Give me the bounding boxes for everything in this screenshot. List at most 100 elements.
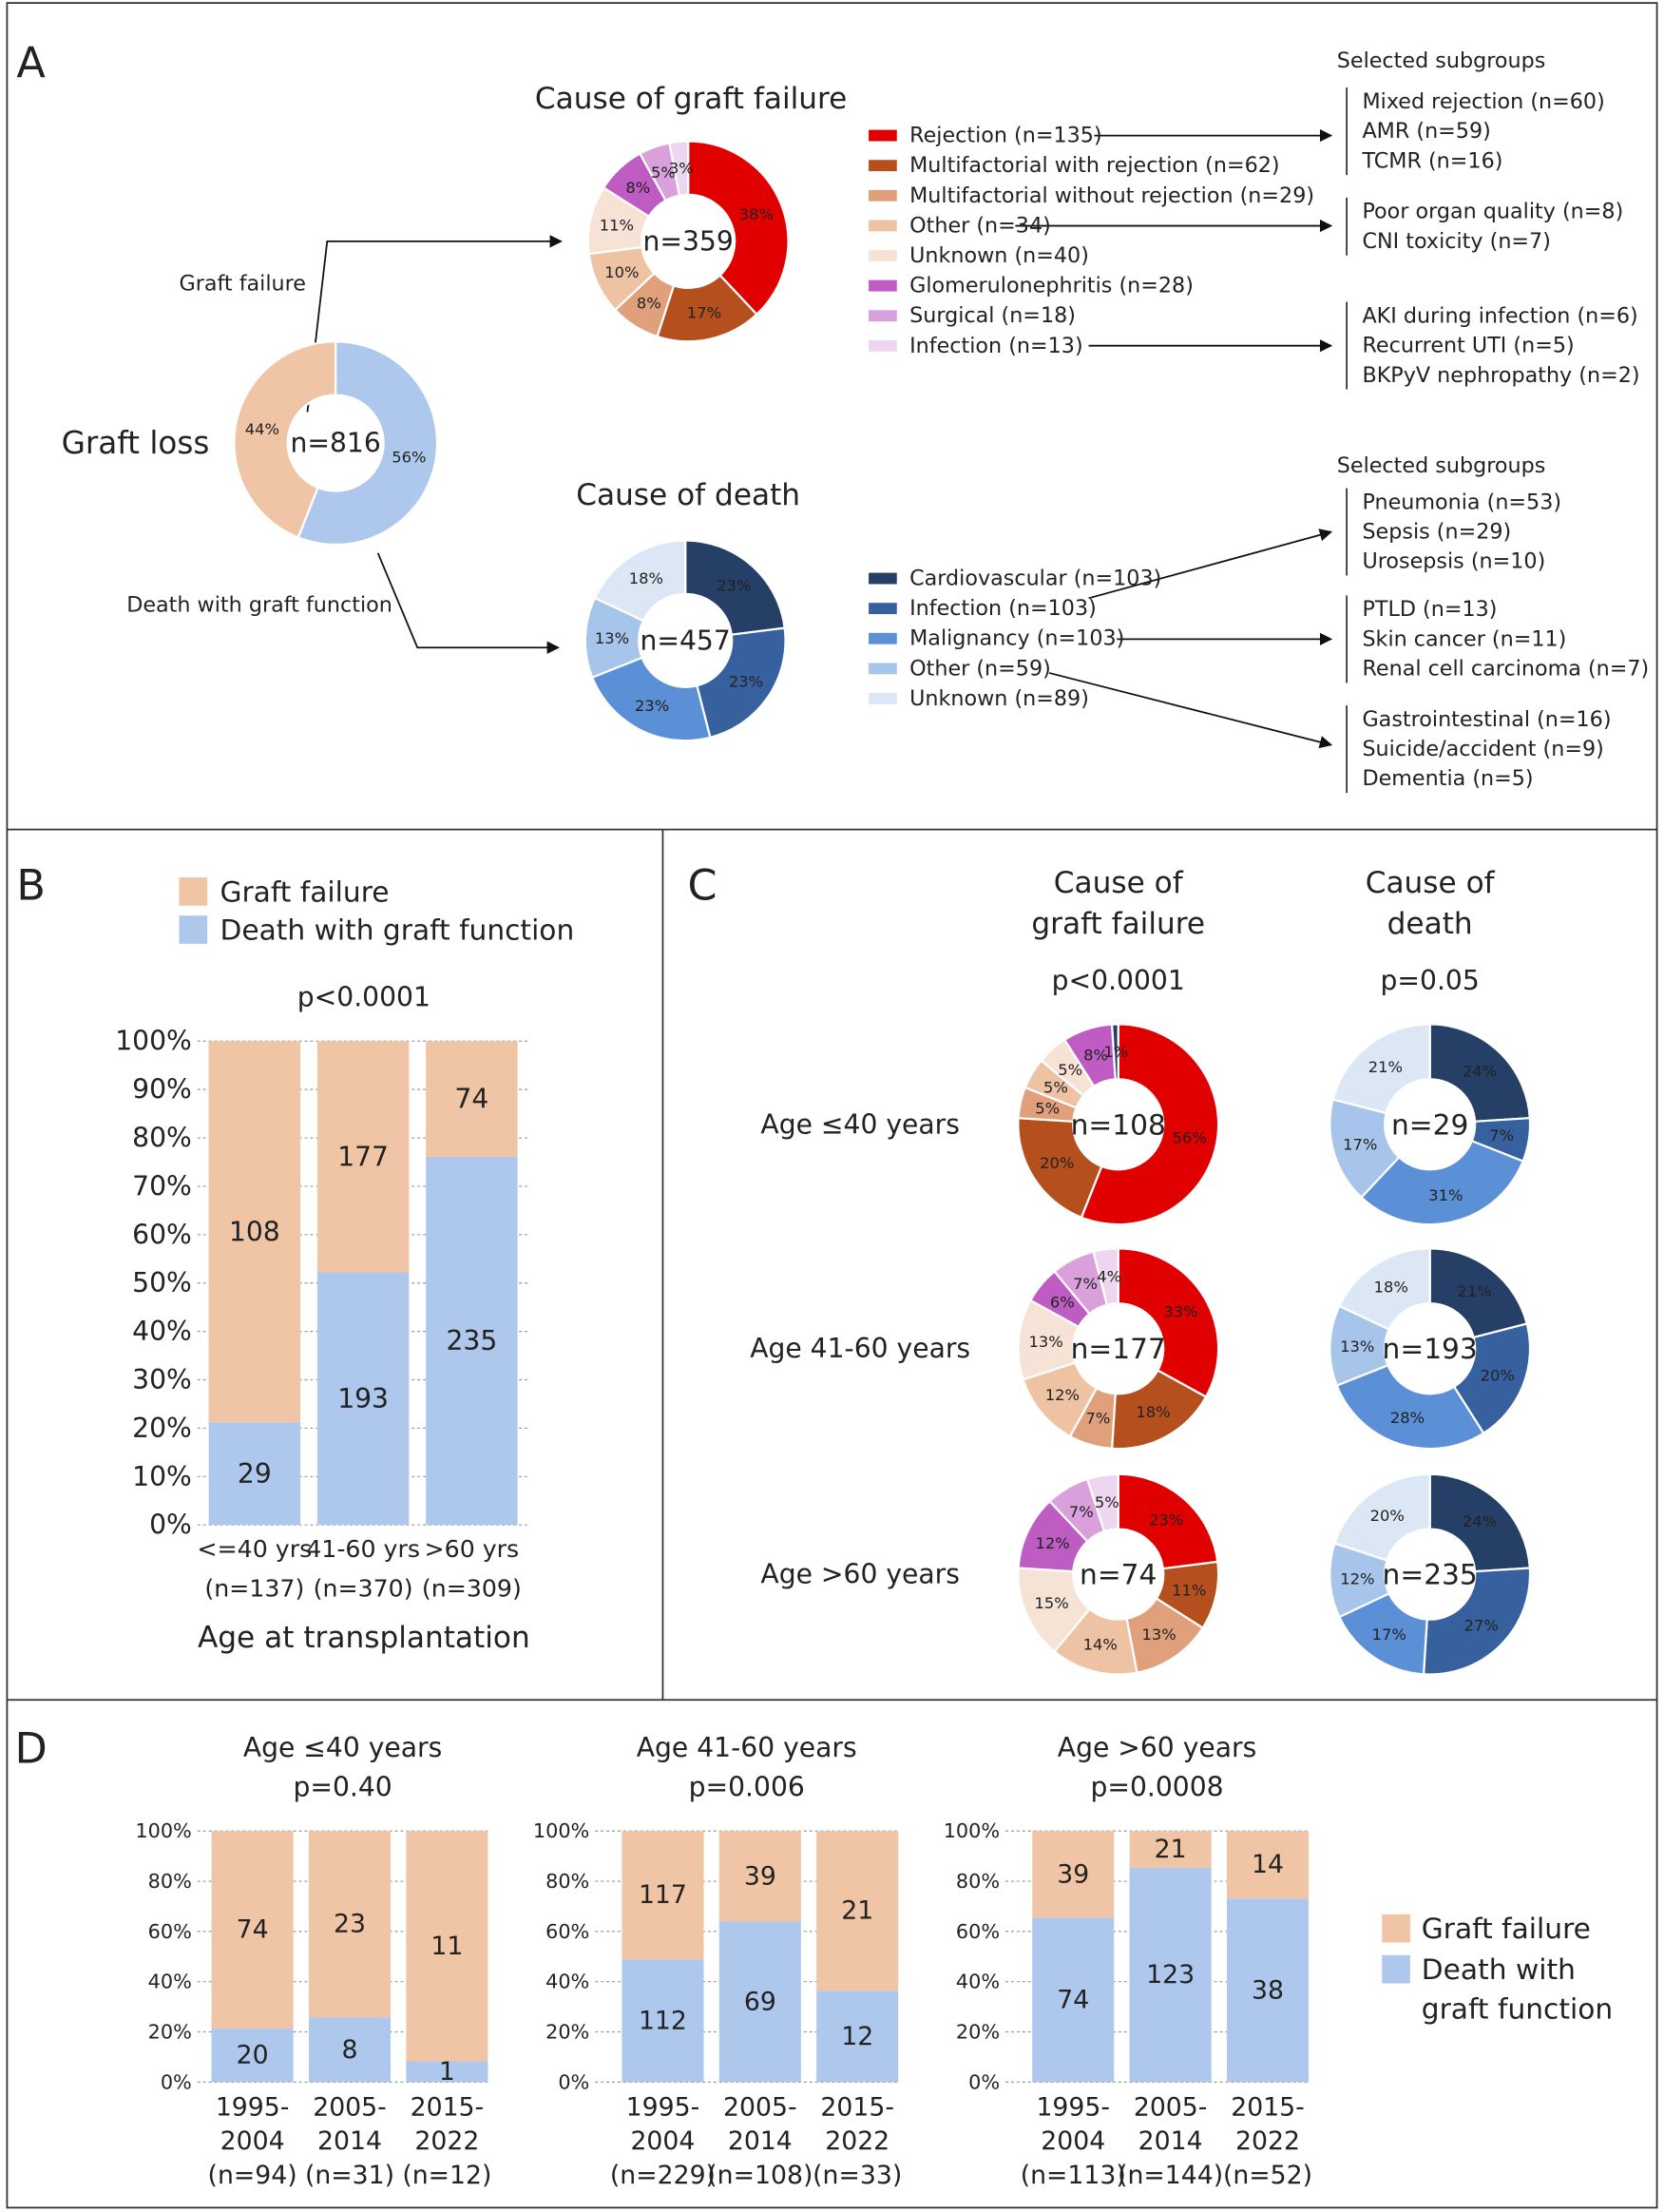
panel-letter: D (15, 1725, 48, 1774)
data-label: 1 (439, 2057, 455, 2087)
bar-segment (316, 1041, 410, 1273)
legend-swatch (179, 877, 208, 906)
y-tick-label: 90% (132, 1074, 192, 1106)
data-label: 123 (1146, 1960, 1195, 1990)
y-tick-label: 100% (944, 1819, 1000, 1842)
data-label: 112 (639, 2006, 687, 2035)
data-label: 13% (1340, 1337, 1374, 1356)
data-label: 23% (635, 697, 669, 715)
x-tick-note: (n=309) (422, 1574, 522, 1602)
arrow (1088, 529, 1333, 600)
data-label: 14% (1083, 1636, 1118, 1654)
chart-title: Age ≤40 years (243, 1732, 443, 1763)
subgroup-item: Gastrointestinal (n=16) (1362, 707, 1611, 732)
y-tick-label: 20% (132, 1413, 192, 1444)
legend-swatch (869, 160, 897, 172)
y-tick-label: 10% (132, 1461, 192, 1492)
donut-center: n=29 (1391, 1107, 1468, 1141)
panel-letter: A (16, 39, 46, 87)
donut-slice (1428, 1247, 1529, 1339)
bar-segment (1032, 1831, 1115, 1918)
data-label: 56% (392, 448, 426, 466)
data-label: 69 (744, 1987, 776, 2016)
subgroup-item: AMR (n=59) (1362, 119, 1490, 144)
data-label: 27% (1464, 1617, 1499, 1635)
y-tick-label: 80% (956, 1870, 1000, 1893)
data-label: 56% (1173, 1129, 1207, 1147)
data-label: 8% (625, 179, 650, 197)
x-tick-label: 2022 (414, 2126, 479, 2156)
data-label: 29 (238, 1458, 272, 1490)
column-title: Cause of (1366, 866, 1496, 900)
data-label: 74 (454, 1084, 488, 1115)
donut-slice (1333, 1472, 1431, 1562)
y-tick-label: 60% (545, 1920, 589, 1943)
legend-label: Unknown (n=40) (909, 243, 1089, 268)
legend-label: Unknown (n=89) (909, 686, 1089, 711)
x-tick-label: 1995- (1036, 2093, 1110, 2123)
donut-slice (1428, 1472, 1532, 1573)
bar-segment (308, 1831, 392, 2018)
data-label: 5% (651, 163, 676, 182)
x-tick-label: 2004 (630, 2126, 695, 2156)
x-tick-label: 2015- (411, 2093, 485, 2123)
donut-slice (1335, 1363, 1485, 1451)
legend-swatch (869, 572, 897, 585)
x-tick-note: (n=108) (707, 2161, 813, 2190)
donut-center: n=108 (1071, 1107, 1166, 1141)
legend-swatch (869, 310, 897, 322)
legend-swatch (869, 693, 897, 704)
x-tick-label: 2004 (220, 2126, 285, 2156)
legend-label: Graft failure (1421, 1911, 1591, 1946)
data-label: 193 (337, 1383, 389, 1414)
bar-segment (816, 1991, 899, 2083)
donut-slice (1092, 1247, 1119, 1307)
row-label: Age ≤40 years (760, 1108, 960, 1140)
arrow (376, 552, 560, 654)
data-label: 13% (1029, 1333, 1063, 1351)
x-tick-note: (n=33) (813, 2161, 902, 2190)
legend-label: Other (n=34) (909, 213, 1051, 238)
donut-slice (1017, 1116, 1103, 1220)
donut-slice (687, 140, 790, 317)
y-tick-label: 40% (956, 1971, 1000, 1993)
x-tick-note: (n=113) (1021, 2161, 1126, 2190)
data-label: 7% (1073, 1275, 1098, 1293)
donut-center: n=359 (642, 225, 733, 257)
data-label: 21% (1368, 1058, 1403, 1076)
donut-center: n=193 (1383, 1332, 1478, 1365)
legend-swatch (1382, 1954, 1410, 1984)
data-label: 12% (1045, 1386, 1080, 1404)
data-label: 23% (1149, 1510, 1183, 1529)
data-label: 117 (639, 1880, 687, 1910)
legend-swatch (869, 129, 897, 142)
donut-slice (1422, 1567, 1532, 1676)
subgroups-title: Selected subgroups (1337, 48, 1546, 73)
legend-swatch (179, 915, 208, 944)
data-label: 38 (1252, 1975, 1284, 2005)
x-tick-note: (n=137) (204, 1574, 304, 1602)
data-label: 23% (729, 673, 763, 691)
subgroup-item: Poor organ quality (n=8) (1362, 200, 1623, 224)
subgroup-item: Skin cancer (n=11) (1362, 626, 1566, 651)
donut-slice (695, 626, 787, 740)
legend-swatch (869, 279, 897, 292)
y-tick-label: 40% (132, 1316, 192, 1347)
y-tick-label: 0% (149, 1510, 192, 1541)
donut-slice (1117, 1472, 1219, 1570)
bar-segment (208, 1422, 301, 1526)
data-label: 18% (629, 569, 663, 587)
data-label: 12 (841, 2022, 873, 2051)
data-label: 108 (229, 1216, 280, 1247)
data-label: 8% (637, 295, 661, 313)
subgroups-title: Selected subgroups (1337, 453, 1546, 478)
bar-segment (816, 1831, 899, 1991)
x-tick-label: 2014 (728, 2126, 793, 2156)
data-label: 44% (245, 420, 279, 438)
chart-subtitle: p=0.40 (293, 1772, 392, 1803)
x-tick-label: 2005- (313, 2093, 387, 2123)
legend-label: Surgical (n=18) (909, 303, 1076, 328)
legend-swatch (869, 632, 897, 644)
data-label: 39 (1057, 1859, 1089, 1889)
legend-label: Death with graft function (1421, 1952, 1614, 2027)
